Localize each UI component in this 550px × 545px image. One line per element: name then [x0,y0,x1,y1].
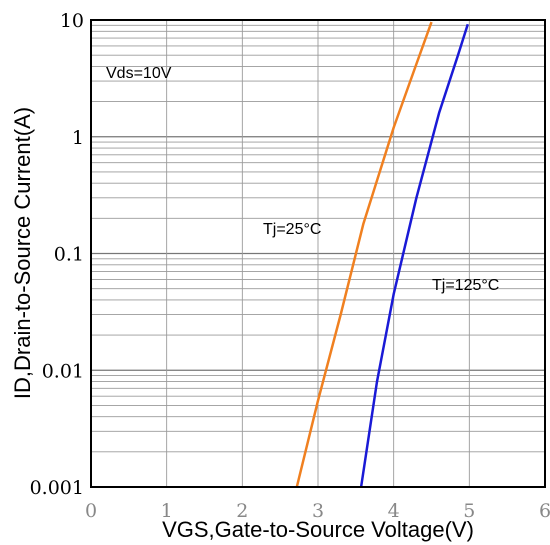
y-tick-label: 0.001 [30,477,84,499]
x-tick-label: 0 [85,500,97,522]
x-axis-title: VGS,Gate-to-Source Voltage(V) [162,517,474,542]
series-line-tj25 [295,21,433,488]
x-tick-label: 4 [388,500,400,522]
grid [91,20,545,487]
y-tick-label: 0.1 [54,244,84,266]
annotation-tj125: Tj=125°C [432,277,499,294]
y-axis-title: ID,Drain-to-Source Current(A) [10,107,35,399]
series-line-tj125 [359,23,469,488]
tick-labels: 0 1 2 3 4 5 6 0.001 0.01 0.1 1 10 [30,10,550,522]
y-tick-label: 0.01 [42,360,84,382]
x-tick-label: 3 [312,500,324,522]
x-tick-label: 1 [161,500,173,522]
annotation-vds: Vds=10V [106,65,172,82]
annotation-tj25: Tj=25°C [263,221,321,238]
y-tick-label: 1 [72,127,84,149]
x-tick-label: 5 [463,500,475,522]
series-layer [295,21,469,488]
plot-frame [90,19,546,488]
x-tick-label: 2 [236,500,248,522]
x-tick-label: 6 [539,500,550,522]
y-tick-label: 10 [60,10,84,32]
